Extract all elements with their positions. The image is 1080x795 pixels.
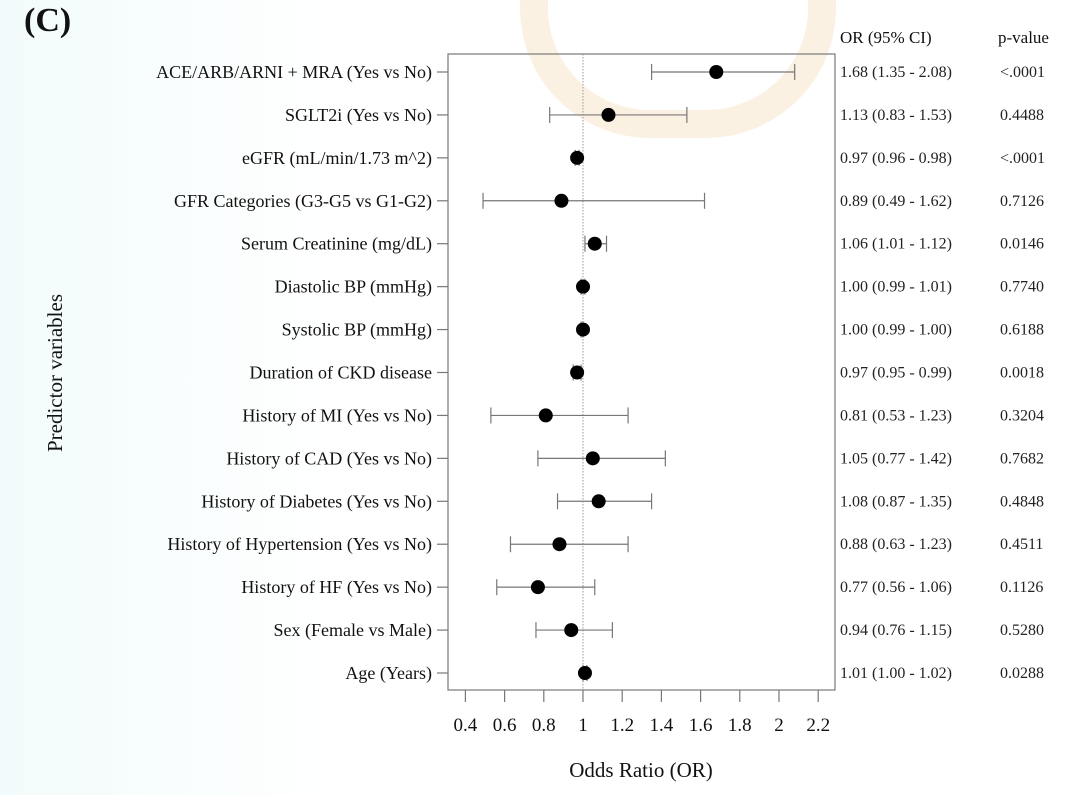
plot-frame: [447, 53, 836, 691]
x-tick-label: 0.6: [493, 715, 517, 736]
p-value-text: <.0001: [1000, 64, 1045, 81]
or-ci-text: 0.88 (0.63 - 1.23): [840, 536, 952, 553]
y-axis-label: Predictor variables: [43, 294, 67, 452]
or-ci-text: 1.01 (1.00 - 1.02): [840, 665, 952, 682]
x-tick-label: 2.2: [806, 715, 830, 736]
row-label: SGLT2i (Yes vs No): [285, 105, 432, 126]
row-label: History of Hypertension (Yes vs No): [167, 534, 432, 555]
p-value-text: 0.1126: [1000, 579, 1043, 596]
or-ci-text: 1.00 (0.99 - 1.00): [840, 322, 952, 339]
row-label: Serum Creatinine (mg/dL): [241, 234, 432, 255]
row-label: Systolic BP (mmHg): [282, 320, 432, 341]
or-point: [570, 365, 585, 380]
or-point: [554, 193, 569, 208]
row-label: History of HF (Yes vs No): [241, 577, 432, 598]
or-ci-text: 1.05 (0.77 - 1.42): [840, 450, 952, 467]
or-point: [709, 65, 724, 79]
or-point: [601, 107, 616, 122]
p-value-text: 0.0146: [1000, 236, 1044, 253]
or-ci-text: 0.97 (0.95 - 0.99): [840, 365, 952, 382]
or-ci-text: 1.00 (0.99 - 1.01): [840, 279, 952, 296]
or-ci-text: 0.77 (0.56 - 1.06): [840, 579, 952, 596]
or-point: [576, 322, 590, 337]
row-label: Diastolic BP (mmHg): [275, 277, 432, 298]
or-ci-text: 1.08 (0.87 - 1.35): [840, 493, 952, 510]
row-label: Age (Years): [345, 663, 432, 684]
or-point: [570, 150, 585, 165]
p-value-text: 0.6188: [1000, 322, 1044, 339]
or-ci-text: 1.68 (1.35 - 2.08): [840, 64, 952, 81]
p-value-text: 0.0288: [1000, 665, 1044, 682]
x-axis-label: Odds Ratio (OR): [569, 758, 713, 782]
row-label: History of CAD (Yes vs No): [226, 448, 432, 469]
x-tick-label: 1.2: [610, 715, 634, 736]
panel-label: (C): [24, 2, 72, 39]
p-value-text: 0.4848: [1000, 493, 1044, 510]
or-point: [576, 279, 590, 294]
x-tick-label: 1.6: [689, 715, 713, 736]
row-label: ACE/ARB/ARNI + MRA (Yes vs No): [156, 62, 432, 83]
p-value-text: 0.7682: [1000, 450, 1044, 467]
p-value-text: 0.0018: [1000, 365, 1044, 382]
p-value-text: 0.4488: [1000, 107, 1044, 124]
or-ci-text: 0.81 (0.53 - 1.23): [840, 407, 952, 424]
or-point: [564, 623, 579, 638]
row-label: GFR Categories (G3-G5 vs G1-G2): [174, 191, 432, 212]
row-label: History of MI (Yes vs No): [242, 405, 432, 426]
or-point: [591, 494, 606, 509]
p-value-text: 0.7126: [1000, 193, 1044, 210]
or-point: [577, 666, 592, 680]
p-value-text: 0.7740: [1000, 279, 1044, 296]
or-ci-text: 1.06 (1.01 - 1.12): [840, 236, 952, 253]
p-value-text: 0.4511: [1000, 536, 1043, 553]
p-value-text: 0.3204: [1000, 407, 1044, 424]
or-ci-text: 0.89 (0.49 - 1.62): [840, 193, 952, 210]
or-ci-text: 0.97 (0.96 - 0.98): [840, 150, 952, 167]
or-point: [552, 537, 567, 552]
x-tick-label: 1.8: [728, 715, 752, 736]
or-point: [587, 236, 602, 251]
or-point: [585, 451, 600, 466]
p-value-text: <.0001: [1000, 150, 1045, 167]
p-value-column-header: p-value: [998, 28, 1049, 47]
x-tick-label: 0.4: [454, 715, 478, 736]
row-label: eGFR (mL/min/1.73 m^2): [242, 148, 432, 169]
p-value-text: 0.5280: [1000, 622, 1044, 639]
row-label: Duration of CKD disease: [250, 363, 432, 383]
x-tick-label: 1.4: [650, 715, 674, 736]
x-tick-label: 1: [578, 715, 588, 736]
or-ci-text: 0.94 (0.76 - 1.15): [840, 622, 952, 639]
or-ci-text: 1.13 (0.83 - 1.53): [840, 107, 952, 124]
row-label: Sex (Female vs Male): [274, 620, 432, 641]
row-label: History of Diabetes (Yes vs No): [201, 491, 432, 512]
x-tick-label: 0.8: [532, 715, 556, 736]
or-column-header: OR (95% CI): [840, 28, 932, 47]
or-point: [530, 580, 545, 595]
x-tick-label: 2: [774, 715, 784, 736]
or-point: [538, 408, 553, 423]
